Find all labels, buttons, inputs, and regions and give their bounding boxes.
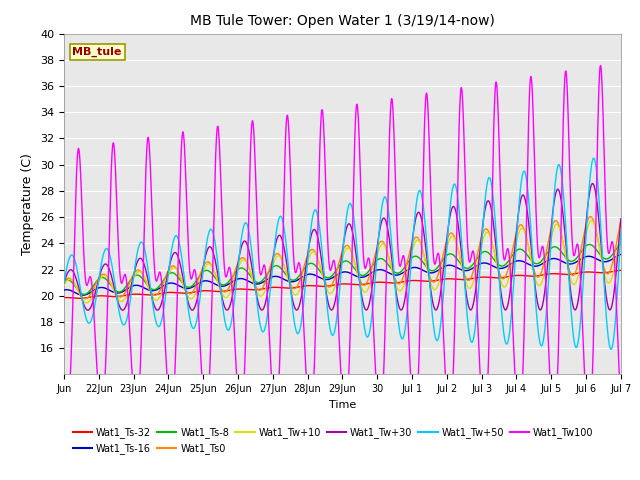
Wat1_Tw+50 [611, 324, 619, 329]
Wat1_Ts-8 [81, 291, 88, 297]
Wat1_Tw+30 [611, 282, 619, 288]
Wat1_Tw+30 [463, 296, 471, 301]
Line: Wat1_Ts-8: Wat1_Ts-8 [64, 243, 621, 294]
Wat1_Ts0 [174, 269, 182, 275]
Wat1_Ts0 [586, 214, 594, 219]
Wat1_Tw+50 [607, 347, 615, 352]
Wat1_Ts0 [499, 276, 506, 281]
Wat1_Ts-8 [414, 254, 422, 260]
Wat1_Tw+30 [499, 299, 506, 305]
Line: Wat1_Ts-16: Wat1_Ts-16 [64, 254, 621, 295]
Wat1_Tw+50 [463, 308, 470, 314]
Wat1_Tw100 [174, 264, 182, 269]
Wat1_Ts-8 [174, 275, 182, 280]
Line: Wat1_Ts-32: Wat1_Ts-32 [64, 270, 621, 299]
Wat1_Tw+10 [499, 283, 506, 288]
Wat1_Ts-16 [463, 268, 471, 274]
Wat1_Tw100 [611, 263, 618, 268]
Wat1_Tw+50 [60, 280, 68, 286]
Wat1_Tw+10 [611, 262, 619, 268]
Line: Wat1_Ts0: Wat1_Ts0 [64, 216, 621, 299]
Wat1_Ts0 [532, 272, 540, 278]
Wat1_Tw+30 [84, 307, 92, 313]
Wat1_Tw+10 [588, 217, 595, 223]
Wat1_Ts-8 [499, 263, 506, 269]
Wat1_Ts-16 [499, 265, 506, 271]
Legend: Wat1_Ts-32, Wat1_Ts-16, Wat1_Ts-8, Wat1_Ts0, Wat1_Tw+10, Wat1_Tw+30, Wat1_Tw+50,: Wat1_Ts-32, Wat1_Ts-16, Wat1_Ts-8, Wat1_… [69, 423, 598, 458]
Text: MB_tule: MB_tule [72, 47, 122, 58]
Wat1_Ts-8 [463, 265, 471, 271]
Wat1_Tw+10 [83, 300, 90, 306]
Wat1_Tw+10 [174, 269, 182, 275]
Wat1_Tw+30 [414, 210, 422, 216]
Wat1_Ts-16 [174, 282, 182, 288]
Wat1_Ts-32 [611, 268, 618, 274]
Wat1_Ts0 [611, 249, 619, 254]
Wat1_Ts0 [617, 218, 625, 224]
Line: Wat1_Tw+30: Wat1_Tw+30 [64, 183, 621, 310]
Wat1_Ts-32 [617, 267, 625, 273]
Wat1_Ts-8 [611, 249, 618, 254]
Wat1_Ts-16 [414, 265, 422, 271]
Wat1_Tw+30 [589, 180, 596, 186]
Wat1_Ts0 [414, 235, 422, 240]
Wat1_Ts-32 [174, 290, 182, 296]
Wat1_Tw100 [596, 62, 604, 68]
Wat1_Tw+10 [617, 228, 625, 234]
Wat1_Ts-16 [617, 252, 625, 257]
Wat1_Tw100 [414, 378, 422, 384]
Wat1_Ts-32 [532, 273, 540, 279]
Wat1_Ts-16 [611, 255, 618, 261]
Wat1_Tw+50 [532, 300, 540, 306]
Wat1_Ts-8 [60, 278, 68, 284]
Wat1_Ts-8 [617, 240, 625, 246]
Wat1_Ts-32 [463, 276, 471, 282]
Wat1_Ts-32 [60, 295, 68, 300]
Wat1_Tw+30 [60, 280, 68, 286]
Wat1_Tw+30 [532, 289, 540, 295]
Wat1_Tw+50 [174, 235, 182, 241]
Wat1_Tw100 [532, 198, 540, 204]
Wat1_Tw+10 [532, 278, 540, 284]
Wat1_Ts-16 [532, 264, 540, 269]
Wat1_Tw+50 [590, 156, 598, 161]
Line: Wat1_Tw100: Wat1_Tw100 [64, 65, 621, 381]
Wat1_Tw+30 [174, 254, 182, 260]
Wat1_Tw+10 [60, 282, 68, 288]
Wat1_Ts-32 [499, 275, 506, 280]
Wat1_Tw100 [60, 378, 68, 384]
Wat1_Tw100 [617, 378, 625, 384]
X-axis label: Time: Time [329, 400, 356, 409]
Wat1_Tw+50 [499, 316, 506, 322]
Wat1_Tw+50 [617, 229, 625, 235]
Line: Wat1_Tw+50: Wat1_Tw+50 [64, 158, 621, 349]
Wat1_Tw+10 [463, 283, 471, 288]
Y-axis label: Temperature (C): Temperature (C) [22, 153, 35, 255]
Line: Wat1_Tw+10: Wat1_Tw+10 [64, 220, 621, 303]
Wat1_Ts0 [463, 276, 471, 282]
Wat1_Ts-16 [79, 292, 86, 298]
Wat1_Tw100 [499, 237, 506, 242]
Wat1_Ts0 [82, 296, 90, 301]
Wat1_Tw100 [463, 223, 470, 229]
Wat1_Tw+50 [414, 192, 422, 198]
Wat1_Ts0 [60, 279, 68, 285]
Wat1_Ts-16 [60, 287, 68, 293]
Title: MB Tule Tower: Open Water 1 (3/19/14-now): MB Tule Tower: Open Water 1 (3/19/14-now… [190, 14, 495, 28]
Wat1_Tw+10 [414, 237, 422, 243]
Wat1_Ts-8 [532, 261, 540, 266]
Wat1_Ts-32 [76, 296, 84, 301]
Wat1_Ts-32 [414, 278, 422, 284]
Wat1_Tw+30 [617, 216, 625, 222]
